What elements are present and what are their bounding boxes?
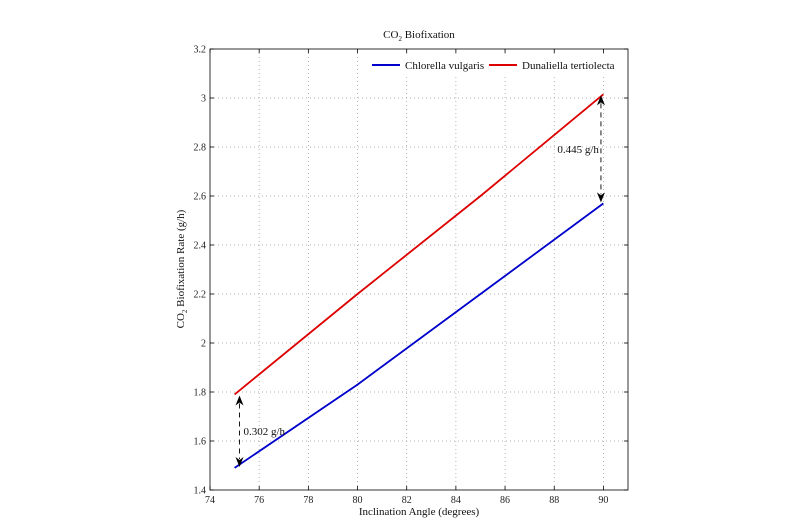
x-tick-label: 74 [205, 495, 215, 506]
x-tick-label: 82 [402, 495, 412, 506]
series-line-0 [234, 202, 604, 469]
x-tick-label: 80 [353, 495, 363, 506]
x-tick-label: 90 [598, 495, 608, 506]
y-tick-label: 2 [201, 339, 206, 350]
annotation-label: 0.302 g/h [244, 426, 286, 438]
x-tick-label: 86 [500, 495, 510, 506]
y-tick-label: 2.8 [194, 143, 207, 154]
y-tick-label: 1.8 [194, 388, 207, 399]
chart-title: CO2 Biofixation [383, 29, 455, 43]
y-tick-label: 2.2 [194, 290, 207, 301]
annotation-label: 0.445 g/h [557, 144, 599, 156]
x-tick-label: 88 [549, 495, 559, 506]
x-tick-label: 84 [451, 495, 461, 506]
plot-frame [209, 48, 629, 491]
x-tick-label: 76 [254, 495, 264, 506]
y-tick-label: 2.6 [194, 192, 207, 203]
x-tick-label: 78 [303, 495, 313, 506]
legend-label-dunaliella: Dunaliella tertiolecta [522, 60, 615, 72]
y-tick-label: 2.4 [194, 241, 207, 252]
annotation-arrowhead-up [596, 95, 605, 106]
y-tick-label: 3 [201, 94, 206, 105]
annotation-arrowhead-down [596, 192, 605, 203]
y-axis-label: CO2 Biofixation Rate (g/h) [175, 209, 189, 328]
y-tick-label: 1.6 [194, 437, 207, 448]
plot-background [210, 49, 628, 490]
axis-ticks: 74 76 78 80 82 84 86 88 90 1.4 1.6 1.8 2 2.2 2.4 2.6 2.8… [194, 45, 628, 506]
series-line-1 [234, 93, 604, 396]
annotation-arrowhead-up [235, 395, 244, 406]
series-lines [234, 93, 604, 469]
x-axis-label: Inclination Angle (degrees) [359, 506, 480, 518]
y-tick-label: 1.4 [194, 486, 207, 497]
y-tick-label: 3.2 [194, 45, 207, 56]
legend-label-chlorella: Chlorella vulgaris [405, 60, 484, 72]
annotations: 0.302 g/h 0.445 g/h [235, 95, 605, 467]
legend: Chlorella vulgaris Dunaliella tertiolect… [364, 56, 617, 75]
annotation-arrowhead-down [235, 456, 244, 467]
